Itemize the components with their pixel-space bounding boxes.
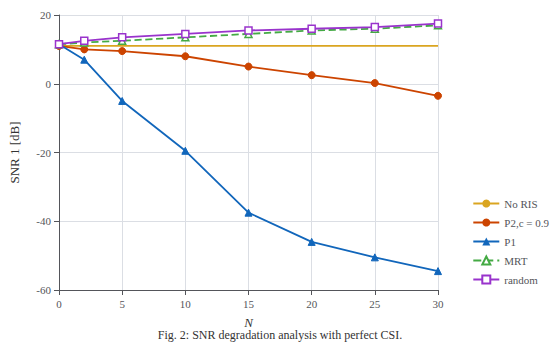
svg-text:Fig. 2: SNR degradation analys: Fig. 2: SNR degradation analysis with pe… (158, 328, 402, 342)
svg-text:P1: P1 (504, 236, 516, 248)
svg-text:P2,c = 0.9: P2,c = 0.9 (504, 217, 549, 229)
svg-text:0: 0 (46, 78, 52, 90)
svg-text:10: 10 (180, 298, 192, 310)
svg-text:15: 15 (243, 298, 255, 310)
svg-text:0: 0 (56, 298, 62, 310)
svg-text:25: 25 (369, 298, 381, 310)
svg-text:5: 5 (119, 298, 125, 310)
svg-text:20: 20 (40, 9, 52, 21)
svg-text:N: N (244, 315, 253, 330)
svg-text:SNR 1 [dB]: SNR 1 [dB] (7, 121, 22, 183)
svg-text:-60: -60 (36, 284, 51, 296)
svg-text:20: 20 (306, 298, 318, 310)
svg-text:-40: -40 (36, 215, 51, 227)
svg-text:-20: -20 (36, 147, 51, 159)
svg-text:MRT: MRT (504, 255, 527, 267)
svg-text:No RIS: No RIS (504, 198, 537, 210)
svg-text:random: random (504, 274, 538, 286)
svg-text:30: 30 (433, 298, 445, 310)
